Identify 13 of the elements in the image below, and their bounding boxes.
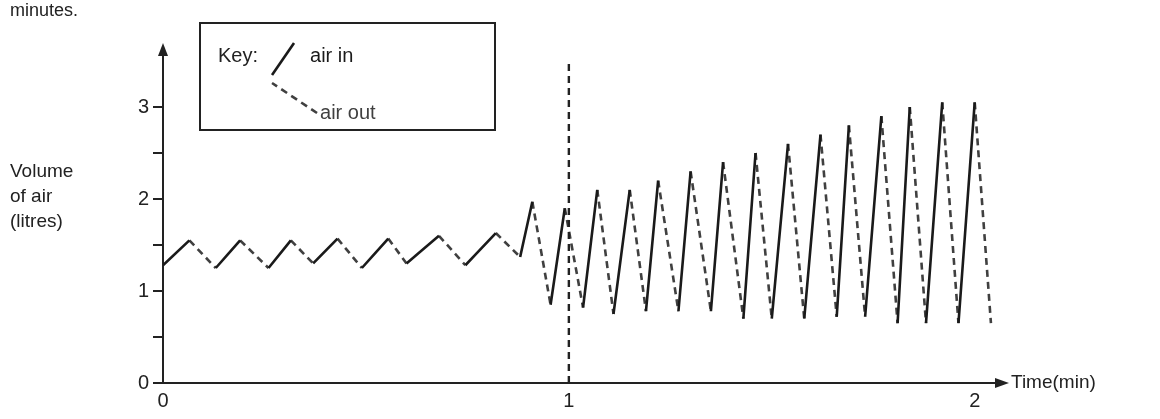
y-axis-title: Volume of air (litres) xyxy=(10,160,74,232)
legend-label: air out xyxy=(320,100,377,123)
y-tick-label: 2 xyxy=(137,186,149,209)
legend-label: air in xyxy=(310,43,354,66)
y-tick-label: 3 xyxy=(137,94,149,117)
x-tick-label: 0 xyxy=(157,388,169,411)
y-tick-label: 0 xyxy=(137,370,149,393)
text: minutes. xyxy=(10,0,79,20)
legend-title: Key: xyxy=(218,43,259,66)
x-axis-title: Time(min) xyxy=(1011,371,1096,393)
x-tick-label: 2 xyxy=(969,388,981,411)
x-tick-label: 1 xyxy=(563,388,575,411)
y-tick-label: 1 xyxy=(137,278,149,301)
